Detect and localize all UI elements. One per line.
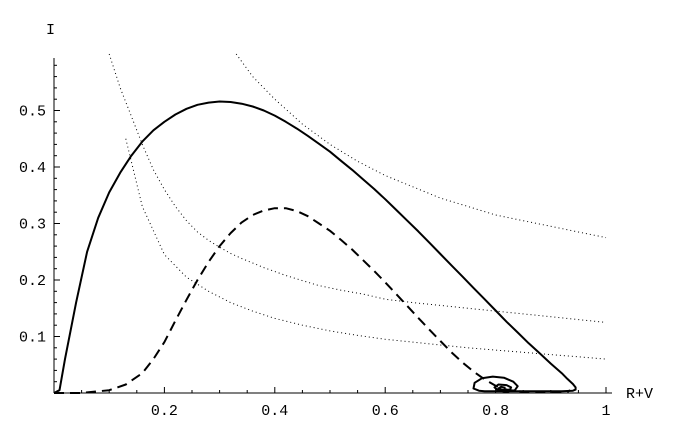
series-dashed-1 <box>54 207 571 394</box>
x-tick-label: 0.2 <box>151 403 178 420</box>
x-tick-label: 0.6 <box>372 403 399 420</box>
y-ticks: 0.1 0.2 0.3 0.4 0.5 <box>19 64 60 383</box>
x-ticks: 0.2 0.4 0.6 0.8 1 <box>81 387 611 420</box>
x-tick-label: 0.8 <box>482 403 509 420</box>
x-tick-label: 1 <box>601 403 610 420</box>
y-tick-label: 0.5 <box>19 104 46 121</box>
y-tick-label: 0.2 <box>19 273 46 290</box>
series-dotted-3 <box>108 53 607 323</box>
y-tick-label: 0.4 <box>19 160 46 177</box>
x-axis-label: R+V <box>626 386 653 403</box>
x-tick-label: 0.4 <box>261 403 288 420</box>
y-tick-label: 0.1 <box>19 330 46 347</box>
series-dotted-2 <box>125 138 607 360</box>
y-axis-label: I <box>46 22 55 39</box>
y-tick-label: 0.3 <box>19 217 46 234</box>
curves-layer <box>53 53 607 394</box>
series-solid-0 <box>53 100 577 394</box>
series-dotted-4 <box>235 53 607 239</box>
